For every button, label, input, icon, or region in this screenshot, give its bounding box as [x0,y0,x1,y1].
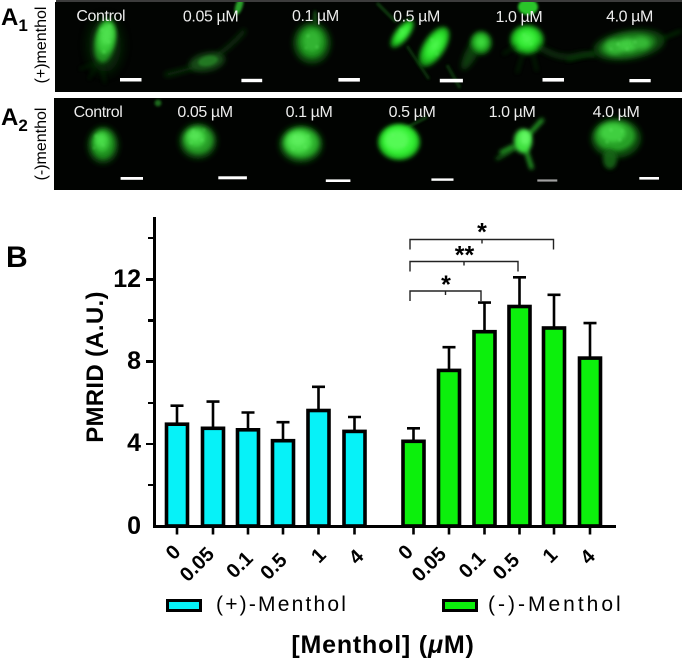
svg-text:0.05: 0.05 [176,543,219,586]
svg-text:4: 4 [576,545,600,569]
svg-text:0.1 µM: 0.1 µM [286,104,333,121]
svg-text:0.05 µM: 0.05 µM [183,9,238,26]
svg-text:*: * [441,271,451,299]
svg-text:0.1 µM: 0.1 µM [292,8,339,25]
svg-text:1.0 µM: 1.0 µM [495,9,542,26]
svg-text:1.0 µM: 1.0 µM [489,104,536,121]
svg-text:0.5 µM: 0.5 µM [393,9,440,26]
svg-text:1: 1 [539,544,562,567]
svg-text:Control: Control [74,104,123,121]
svg-text:**: ** [455,242,475,270]
svg-text:0.5: 0.5 [256,549,291,584]
svg-text:4: 4 [345,545,369,569]
svg-text:0.5 µM: 0.5 µM [389,104,436,121]
svg-text:0.5: 0.5 [489,549,524,584]
svg-text:Control: Control [76,8,125,25]
svg-text:0: 0 [162,541,185,564]
svg-text:4.0 µM: 4.0 µM [593,104,640,121]
svg-text:*: * [477,219,487,247]
svg-text:4.0 µM: 4.0 µM [606,9,653,26]
svg-text:0.1: 0.1 [455,548,490,583]
svg-text:1: 1 [307,544,330,567]
svg-text:0.1: 0.1 [222,548,257,583]
svg-text:0.05: 0.05 [408,543,451,586]
svg-text:0: 0 [394,541,417,564]
svg-text:0.05 µM: 0.05 µM [177,104,232,121]
